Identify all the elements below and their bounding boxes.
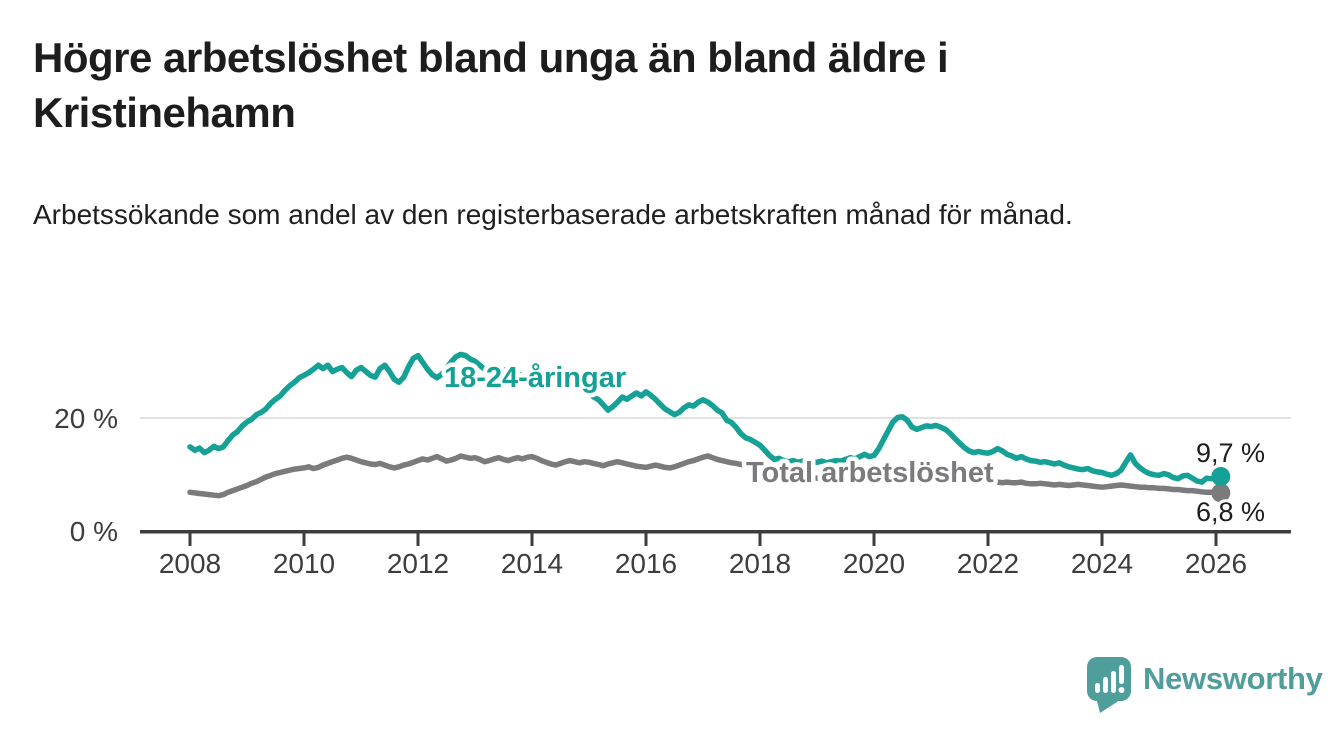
- x-axis-label-2018: 2018: [729, 548, 791, 579]
- x-axis-label-2012: 2012: [387, 548, 449, 579]
- end-value-label-total: 6,8 %: [1196, 497, 1265, 527]
- x-axis-label-2016: 2016: [615, 548, 677, 579]
- page-title: Högre arbetslöshet bland unga än bland ä…: [33, 34, 949, 137]
- x-axis-label-2008: 2008: [159, 548, 221, 579]
- x-axis-label-2024: 2024: [1071, 548, 1133, 579]
- series-label-total-unemployment: Total arbetslöshet: [746, 457, 994, 489]
- x-axis-ticks: 2008 2010 2012 2014 2016 2018 2020 2022 2024 2026: [159, 533, 1247, 579]
- y-axis-label-20: 20 %: [54, 403, 118, 434]
- y-axis-label-0: 0 %: [70, 516, 118, 547]
- x-axis-label-2010: 2010: [273, 548, 335, 579]
- x-axis-label-2014: 2014: [501, 548, 563, 579]
- newsworthy-icon: [1087, 657, 1131, 713]
- series-line-total-unemployment: [187, 453, 1224, 499]
- newsworthy-wordmark: Newsworthy: [1143, 661, 1323, 696]
- x-axis-label-2026: 2026: [1185, 548, 1247, 579]
- end-value-label-youth: 9,7 %: [1196, 438, 1265, 468]
- x-axis-label-2022: 2022: [957, 548, 1019, 579]
- x-axis-label-2020: 2020: [843, 548, 905, 579]
- page-subtitle: Arbetssökande som andel av den registerb…: [33, 199, 1073, 230]
- end-dot-youth-18-24: [1211, 467, 1231, 486]
- newsworthy-logo: Newsworthy: [1086, 656, 1323, 714]
- series-line-youth-18-24: [187, 351, 1224, 485]
- series-label-youth-18-24: 18-24-åringar: [444, 362, 626, 394]
- end-dot-total-unemployment: [1211, 483, 1231, 503]
